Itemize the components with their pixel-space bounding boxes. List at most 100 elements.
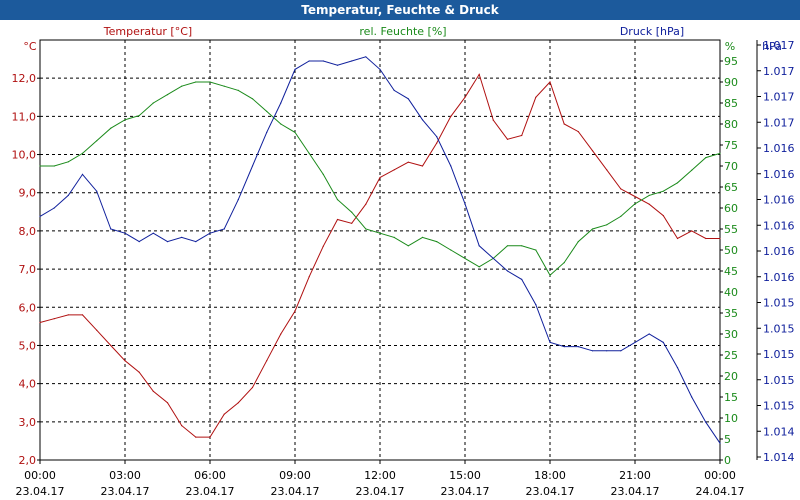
pressure-tick-label: 1.016 xyxy=(763,142,795,155)
pressure-data-point xyxy=(421,119,424,121)
temperature-data-point xyxy=(195,436,197,438)
x-tick-label-time: 12:00 xyxy=(364,469,396,482)
temperature-tick-label: 7,0 xyxy=(19,263,37,276)
humidity-data-point xyxy=(251,98,254,100)
x-tick-label-date: 23.04.17 xyxy=(101,485,150,498)
humidity-data-point xyxy=(209,81,211,83)
x-tick-label-date: 23.04.17 xyxy=(16,485,65,498)
x-tick-label-time: 03:00 xyxy=(109,469,141,482)
temperature-data-point xyxy=(691,230,693,232)
humidity-tick-label: 95 xyxy=(724,55,738,68)
humidity-tick-label: 45 xyxy=(724,265,738,278)
pressure-unit-label: hPa xyxy=(762,40,782,53)
pressure-data-point xyxy=(195,241,197,243)
humidity-data-point xyxy=(421,236,424,238)
humidity-data-point xyxy=(138,115,140,117)
temperature-tick-label: 8,0 xyxy=(19,225,37,238)
temperature-data-point xyxy=(266,360,268,362)
pressure-tick-label: 1.015 xyxy=(763,374,795,387)
temperature-data-point xyxy=(351,222,353,224)
temperature-data-point xyxy=(67,314,69,316)
pressure-data-point xyxy=(535,304,537,306)
temperature-data-point xyxy=(152,390,154,392)
humidity-data-point xyxy=(577,241,579,243)
temperature-tick-label: 2,0 xyxy=(19,454,37,467)
humidity-tick-label: 80 xyxy=(724,118,738,131)
temperature-data-point xyxy=(620,188,622,190)
humidity-data-point xyxy=(365,228,367,230)
temperature-data-point xyxy=(676,237,679,240)
pressure-data-point xyxy=(464,203,466,205)
pressure-data-point xyxy=(549,341,551,343)
x-tick-label-date: 23.04.17 xyxy=(271,485,320,498)
humidity-data-point xyxy=(648,194,650,196)
temperature-tick-label: 4,0 xyxy=(19,378,37,391)
humidity-data-point xyxy=(549,274,551,276)
humidity-data-point xyxy=(407,245,409,247)
temperature-data-point xyxy=(521,134,523,137)
pressure-data-point xyxy=(336,64,339,66)
pressure-data-point xyxy=(719,442,721,444)
humidity-data-point xyxy=(39,165,41,167)
pressure-data-point xyxy=(606,350,608,352)
temperature-data-point xyxy=(648,203,650,205)
temperature-data-point xyxy=(421,165,424,167)
humidity-data-point xyxy=(280,123,282,125)
pressure-data-point xyxy=(521,278,523,280)
pressure-data-point xyxy=(110,228,112,230)
humidity-data-point xyxy=(81,152,84,154)
humidity-data-point xyxy=(53,165,55,167)
humidity-data-point xyxy=(535,249,537,251)
humidity-data-point xyxy=(152,102,154,104)
temperature-axis-title: Temperatur [°C] xyxy=(103,25,192,38)
pressure-data-point xyxy=(492,257,494,259)
temperature-tick-label: 9,0 xyxy=(19,187,37,200)
temperature-data-point xyxy=(336,218,339,221)
axis-ticks: 00:00 23.04.17 03:00 23.04.17 06:00 23.04.17 0… xyxy=(12,39,795,498)
temperature-data-point xyxy=(506,138,509,140)
humidity-tick-label: 65 xyxy=(724,181,738,194)
temperature-data-point xyxy=(166,402,169,404)
temperature-data-point xyxy=(209,436,211,438)
temperature-data-point xyxy=(181,425,183,427)
temperature-data-point xyxy=(294,310,296,312)
humidity-data-point xyxy=(450,249,452,251)
humidity-tick-label: 55 xyxy=(724,223,738,236)
pressure-data-point xyxy=(662,341,664,343)
pressure-tick-label: 1.015 xyxy=(763,348,795,361)
humidity-data-point xyxy=(379,232,381,234)
pressure-data-point xyxy=(450,165,452,167)
pressure-tick-label: 1.016 xyxy=(763,245,795,258)
pressure-data-point xyxy=(407,98,409,100)
pressure-tick-label: 1.016 xyxy=(763,219,795,232)
humidity-data-point xyxy=(591,228,594,230)
humidity-data-point xyxy=(223,85,225,87)
temperature-data-point xyxy=(535,96,537,98)
humidity-tick-label: 85 xyxy=(724,97,738,110)
pressure-data-point xyxy=(166,241,169,243)
pressure-tick-label: 1.017 xyxy=(763,39,795,52)
temperature-data-point xyxy=(39,321,41,324)
pressure-data-point xyxy=(634,341,636,343)
pressure-tick-label: 1.017 xyxy=(763,91,795,104)
temperature-data-point xyxy=(662,215,664,217)
x-tick-label-date: 23.04.17 xyxy=(356,485,405,498)
x-tick-label-time: 00:00 xyxy=(704,469,736,482)
pressure-data-point xyxy=(506,270,509,272)
temperature-data-point xyxy=(237,402,239,404)
humidity-data-point xyxy=(521,245,523,247)
window-title-bar: Temperatur, Feuchte & Druck xyxy=(0,0,800,20)
humidity-data-point xyxy=(237,89,239,91)
temperature-data-point xyxy=(591,150,594,152)
temperature-data-point xyxy=(407,161,409,163)
pressure-data-point xyxy=(96,190,98,192)
humidity-data-point xyxy=(124,119,126,121)
temperature-data-point xyxy=(322,245,324,247)
humidity-data-point xyxy=(634,203,636,205)
pressure-tick-label: 1.017 xyxy=(763,116,795,129)
x-tick-label-time: 18:00 xyxy=(534,469,566,482)
humidity-tick-label: 40 xyxy=(724,286,738,299)
humidity-data-point xyxy=(478,266,480,268)
pressure-axis-title: Druck [hPa] xyxy=(620,25,684,38)
temperature-data-point xyxy=(705,237,707,240)
